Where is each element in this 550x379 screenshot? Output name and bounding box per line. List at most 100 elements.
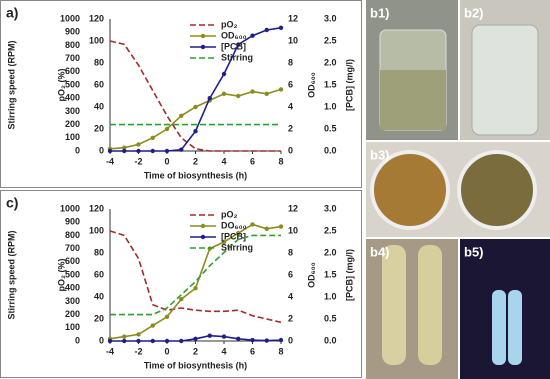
x-tick-label: 8 <box>278 346 283 356</box>
y2-tick-label: 0 <box>288 335 293 345</box>
series-line <box>110 234 281 316</box>
y-tick-label: 120 <box>89 203 104 213</box>
x-tick-label: 2 <box>193 156 198 166</box>
y2-axis-title: OD₆₀₀ <box>306 262 316 288</box>
data-point <box>264 91 269 97</box>
data-point <box>136 338 141 344</box>
y2-tick-label: 8 <box>288 247 293 257</box>
series-line <box>109 88 282 150</box>
y4-tick-label: 2.0 <box>324 57 337 67</box>
data-point <box>193 286 198 291</box>
legend-label: OD₆₀₀ <box>221 30 247 40</box>
data-point <box>264 338 269 343</box>
data-point <box>236 42 241 47</box>
y3-tick-label: 300 <box>65 106 80 116</box>
y4-tick-label: 2.0 <box>324 247 337 257</box>
y2-tick-label: 0 <box>288 145 293 155</box>
y4-tick-label: 1.0 <box>324 101 337 111</box>
legend-marker <box>200 234 206 240</box>
legend-label: pO₂ <box>221 19 238 29</box>
data-point <box>221 239 227 245</box>
panel-label: a) <box>6 5 18 21</box>
y4-tick-label: 0.5 <box>324 313 337 323</box>
y3-tick-label: 0 <box>75 145 80 155</box>
legend-label: [PCB] <box>221 41 246 51</box>
y3-tick-label: 900 <box>65 217 80 227</box>
y3-tick-label: 500 <box>65 79 80 89</box>
data-point <box>150 135 155 140</box>
tube <box>492 290 506 365</box>
data-point <box>150 148 155 154</box>
y2-tick-label: 10 <box>288 35 298 45</box>
y4-axis-title: [PCB] (mg/l) <box>344 249 354 301</box>
y3-tick-label: 600 <box>65 256 80 266</box>
y-tick-label: 40 <box>94 291 104 301</box>
y4-tick-label: 1.5 <box>324 269 337 279</box>
data-point <box>264 27 269 33</box>
legend-label: pO₂ <box>221 209 238 219</box>
data-point <box>193 129 198 134</box>
y3-axis-title: Stirring speed (RPM) <box>6 40 16 129</box>
x-tick-label: 2 <box>193 346 198 356</box>
data-point <box>136 332 141 337</box>
y3-tick-label: 300 <box>65 296 80 306</box>
tube <box>418 245 442 365</box>
panel-frame <box>0 190 362 378</box>
y3-tick-label: 600 <box>65 66 80 76</box>
y4-tick-label: 0.0 <box>324 145 337 155</box>
data-point <box>250 337 255 343</box>
x-tick-label: 8 <box>278 156 283 166</box>
y-tick-label: 80 <box>94 57 104 67</box>
data-point <box>164 338 170 344</box>
data-point <box>221 71 227 77</box>
x-axis-title: Time of biosynthesis (h) <box>144 170 247 180</box>
y-tick-label: 120 <box>89 13 104 23</box>
data-point <box>250 33 255 38</box>
data-point <box>193 336 198 341</box>
y3-tick-label: 900 <box>65 27 80 37</box>
data-point <box>164 126 170 132</box>
y4-tick-label: 1.5 <box>324 79 337 89</box>
culture <box>380 70 446 130</box>
y2-tick-label: 2 <box>288 123 293 133</box>
y3-tick-label: 700 <box>65 53 80 63</box>
data-point <box>264 226 269 231</box>
data-point <box>278 87 284 92</box>
y4-tick-label: 1.0 <box>324 291 337 301</box>
y2-tick-label: 4 <box>288 101 293 111</box>
photo-label: b3) <box>370 147 390 162</box>
series-line <box>109 40 281 152</box>
y-tick-label: 60 <box>94 269 104 279</box>
x-axis-title: Time of biosynthesis (h) <box>144 360 247 370</box>
tube <box>382 245 406 365</box>
x-tick-label: 0 <box>164 346 169 356</box>
y4-tick-label: 2.5 <box>324 225 337 235</box>
data-point <box>164 148 170 154</box>
legend-marker <box>200 33 206 39</box>
x-tick-label: 4 <box>221 156 226 166</box>
data-point <box>278 224 284 229</box>
y4-axis-title: [PCB] (mg/l) <box>344 59 354 111</box>
data-point <box>136 142 141 147</box>
y-tick-label: 100 <box>89 225 104 235</box>
legend-marker <box>200 44 206 50</box>
y3-tick-label: 800 <box>65 40 80 50</box>
y2-tick-label: 12 <box>288 203 298 213</box>
legend-label: Stirring <box>221 242 253 252</box>
data-point <box>122 338 127 344</box>
y-tick-label: 0 <box>99 145 104 155</box>
series-line <box>109 230 282 324</box>
photos: b1) b2) b3) b4) b5) <box>366 0 550 379</box>
y3-tick-label: 400 <box>65 93 80 103</box>
x-tick-label: 6 <box>250 346 255 356</box>
y4-tick-label: 0.0 <box>324 335 337 345</box>
data-point <box>250 89 255 94</box>
data-point <box>221 91 227 97</box>
data-point <box>107 148 113 154</box>
tube <box>508 290 522 365</box>
y-tick-label: 80 <box>94 247 104 257</box>
data-point <box>179 338 184 344</box>
data-point <box>150 323 155 328</box>
y2-tick-label: 6 <box>288 269 293 279</box>
y3-tick-label: 1000 <box>60 203 80 213</box>
